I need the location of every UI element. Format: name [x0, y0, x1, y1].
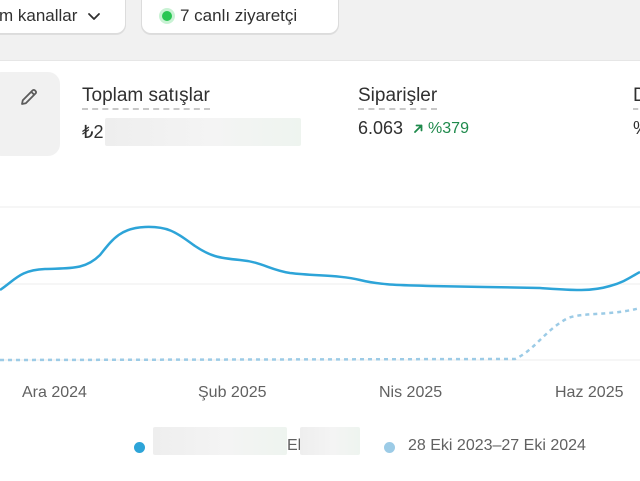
metric-title: Toplam satışlar [82, 85, 210, 110]
top-bar: m kanallar 7 canlı ziyaretçi [0, 0, 640, 48]
metric-title: Siparişler [358, 85, 438, 110]
x-tick-label: Haz 2025 [555, 384, 624, 401]
x-tick-label: Ara 2024 [22, 384, 87, 401]
channels-filter-label: m kanallar [0, 6, 78, 25]
chart-legend: Ek 28 Eki 2023–27 Eki 2024 [0, 427, 640, 457]
live-visitors-button[interactable]: 7 canlı ziyaretçi [141, 0, 339, 34]
trend-value: %379 [428, 119, 469, 137]
metric-partial[interactable]: D % [633, 85, 640, 139]
analytics-card: Toplam satışlar ₺2 Siparişler 6.063 %379… [0, 60, 640, 481]
current-series-line [0, 225, 640, 292]
redacted-legend-label [300, 427, 360, 455]
metric-orders[interactable]: Siparişler 6.063 %379 [358, 85, 469, 139]
arrow-up-right-icon [414, 124, 423, 133]
edit-metrics-tile[interactable] [0, 72, 60, 156]
legend-comparison-label: 28 Eki 2023–27 Eki 2024 [408, 437, 586, 454]
chevron-down-icon [87, 9, 101, 23]
comparison-series-line [0, 306, 640, 362]
metric-value: 6.063 [358, 118, 404, 138]
legend-comparison-dot [384, 442, 395, 453]
live-visitors-label: 7 canlı ziyaretçi [180, 6, 298, 25]
metric-value: % [633, 118, 640, 139]
metric-title: D [633, 85, 640, 110]
metric-value: ₺2 [82, 121, 104, 142]
trend-badge: %379 [413, 120, 469, 138]
channels-filter-button[interactable]: m kanallar [0, 0, 126, 34]
sales-line-chart: Ara 2024 Şub 2025 Nis 2025 Haz 2025 [0, 206, 640, 401]
metric-total-sales[interactable]: Toplam satışlar ₺2 [82, 85, 302, 146]
redacted-value [105, 118, 302, 146]
live-indicator-icon [162, 11, 172, 21]
x-tick-label: Nis 2025 [379, 384, 442, 401]
pencil-icon[interactable] [18, 86, 40, 108]
x-tick-label: Şub 2025 [198, 384, 267, 401]
redacted-legend-label [153, 427, 287, 455]
legend-current-dot [134, 442, 145, 453]
